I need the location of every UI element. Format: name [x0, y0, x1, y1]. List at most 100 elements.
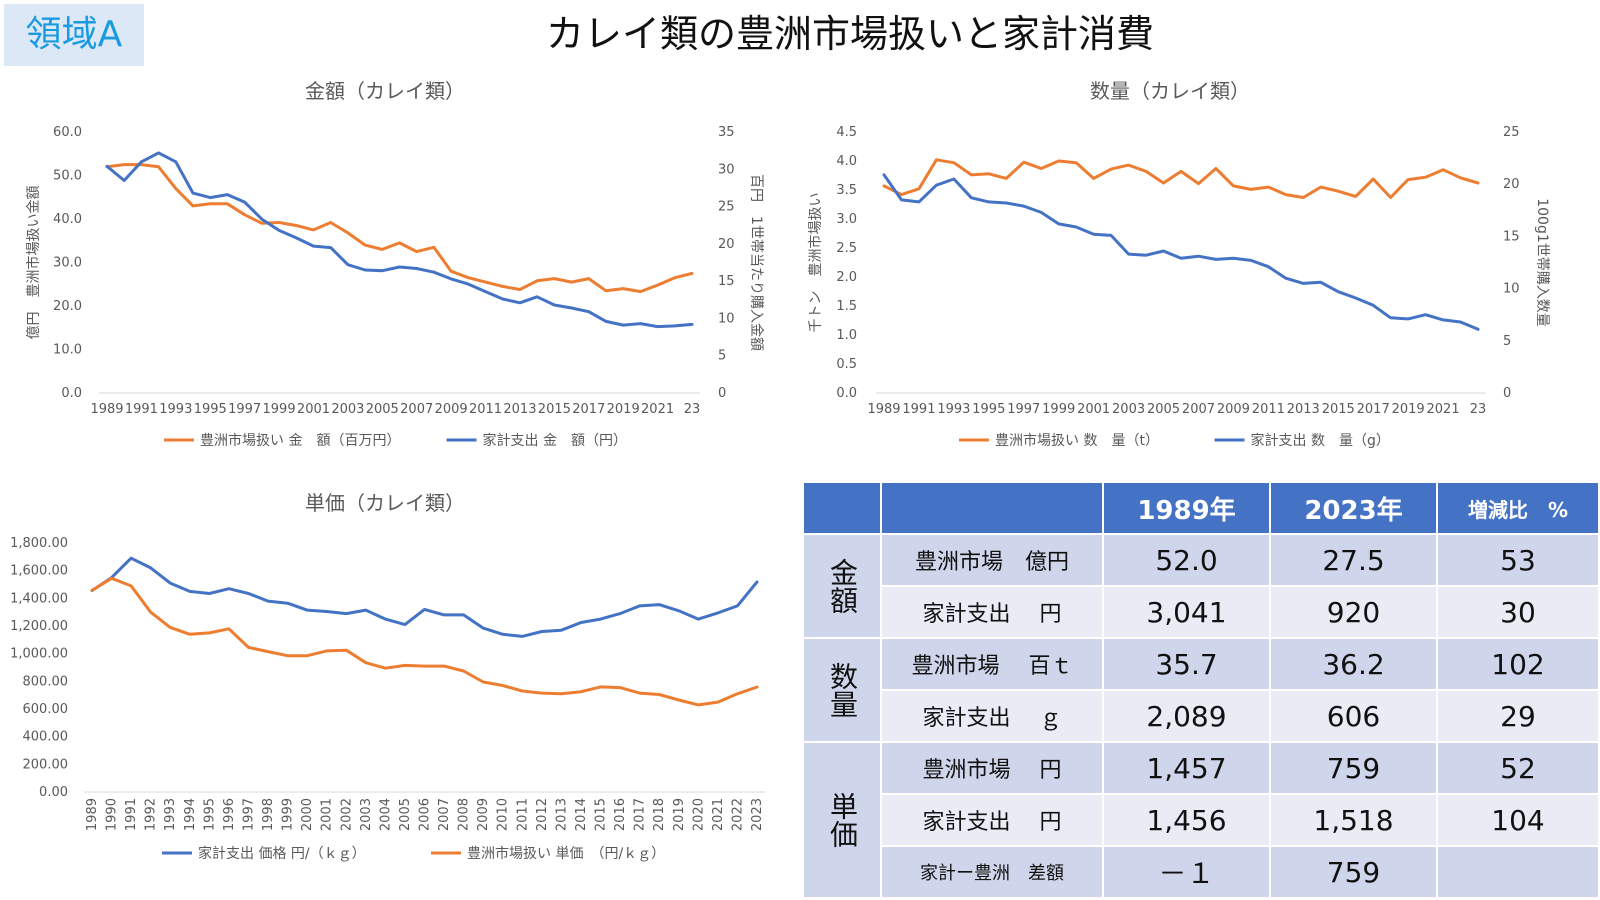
value-1989: －１ [1104, 847, 1269, 897]
x-tick-label: 2013 [554, 798, 569, 831]
y-tick-label-right: 10 [718, 311, 735, 326]
y-tick-label-left: 200.00 [23, 757, 69, 772]
x-tick-label: 2011 [469, 402, 502, 417]
y-tick-label-left: 1,000.00 [10, 647, 68, 662]
value-1989: 3,041 [1104, 587, 1269, 637]
table-row: 家計支出 円 3,041 920 30 [804, 587, 1598, 637]
y-tick-label-left: 2.5 [836, 241, 857, 256]
x-tick-label: 2014 [574, 798, 589, 831]
x-tick-label: 1999 [281, 798, 296, 831]
x-tick-label: 2021 [1427, 402, 1460, 417]
x-tick-label: 1994 [183, 798, 198, 831]
table-header-cell: 2023年 [1271, 483, 1436, 533]
x-tick-label: 2001 [320, 798, 335, 831]
group-label-volume: 数量 [804, 639, 880, 741]
y-tick-label-left: 3.5 [836, 183, 857, 198]
x-tick-label: 2006 [418, 798, 433, 831]
y-tick-label-right: 35 [718, 125, 735, 140]
x-tick-label: 1989 [90, 402, 123, 417]
table-header-cell [882, 483, 1102, 533]
y-tick-label-left: 10.0 [53, 343, 82, 358]
table-header-cell: 増減比 % [1438, 483, 1598, 533]
x-tick-label: 1989 [867, 402, 900, 417]
x-tick-label: 2008 [457, 798, 472, 831]
x-tick-label: 2001 [297, 402, 330, 417]
x-tick-label: 2003 [331, 402, 364, 417]
legend-label: 豊洲市場扱い 単価 （円/ｋｇ） [467, 845, 665, 862]
x-tick-label: 2015 [594, 798, 609, 831]
x-tick-label: 1990 [105, 798, 120, 831]
series-line [105, 151, 694, 329]
x-tick-label: 2012 [535, 798, 550, 831]
value-2023: 606 [1271, 691, 1436, 741]
x-tick-label: 2005 [398, 798, 413, 831]
y-tick-label-right: 5 [1503, 334, 1511, 349]
y-tick-label-right: 25 [718, 200, 735, 215]
group-label-amount: 金額 [804, 535, 880, 637]
unitprice-chart: 単価（カレイ類） 0.00 200.00 400.00 600.00 800.00 1,00… [10, 491, 765, 862]
row-label: 豊洲市場 円 [882, 743, 1102, 793]
chart-title: 単価（カレイ類） [305, 491, 465, 515]
value-ratio: 53 [1438, 535, 1598, 585]
y-tick-label-left: 800.00 [23, 674, 69, 689]
value-1989: 35.7 [1104, 639, 1269, 689]
x-tick-label: 2007 [1182, 402, 1215, 417]
y-tick-label-right: 5 [718, 349, 726, 364]
x-tick-label: 2019 [672, 798, 687, 831]
table-header-cell [804, 483, 880, 533]
y-tick-label-left: 40.0 [53, 212, 82, 227]
x-tick-label: 2013 [503, 402, 536, 417]
y-tick-label-right: 15 [718, 274, 735, 289]
series-line [105, 163, 694, 294]
y-tick-label-right: 10 [1503, 282, 1520, 297]
y-tick-label-left: 600.00 [23, 702, 69, 717]
x-tick-label: 1998 [261, 798, 276, 831]
table-row: 数量 豊洲市場 百ｔ 35.7 36.2 102 [804, 639, 1598, 741]
y-tick-label-right: 30 [718, 162, 735, 177]
x-tick-label: 2003 [359, 798, 374, 831]
x-tick-label: 2015 [538, 402, 571, 417]
y-axis-title-right: 100g1世帯購入数量 [1534, 198, 1550, 327]
x-tick-label: 2001 [1077, 402, 1110, 417]
x-tick-label: 2007 [400, 402, 433, 417]
x-tick-label: 2017 [572, 402, 605, 417]
x-tick-label: 2004 [378, 798, 393, 831]
chart-title: 金額（カレイ類） [305, 79, 465, 103]
y-tick-label-left: 2.0 [836, 270, 857, 285]
x-tick-label: 1993 [159, 402, 192, 417]
table-row: 家計支出 円 1,456 1,518 104 [804, 795, 1598, 845]
table-row: 家計ー豊洲 差額 －１ 759 [804, 847, 1598, 897]
series-line [90, 556, 759, 638]
legend-label: 豊洲市場扱い 数 量（t） [995, 432, 1159, 449]
amount-chart: 金額（カレイ類） 0.0 10.0 20.0 30.0 40.0 50.0 60.0 0 5 10 1… [25, 79, 764, 449]
y-tick-label-left: 4.0 [836, 154, 857, 169]
legend-label: 家計支出 金 額（円） [483, 432, 627, 449]
y-tick-label-left: 50.0 [53, 169, 82, 184]
x-tick-label: 2022 [730, 798, 745, 831]
x-tick-label: 2017 [633, 798, 648, 831]
y-tick-label-right: 0 [1503, 386, 1511, 401]
row-label: 家計支出 ｇ [882, 691, 1102, 741]
x-tick-label: 2019 [607, 402, 640, 417]
row-label: 豊洲市場 百ｔ [882, 639, 1102, 689]
x-tick-label: 23 [684, 402, 701, 417]
x-tick-label: 1993 [163, 798, 178, 831]
series-line [882, 173, 1480, 331]
y-tick-label-left: 4.5 [836, 125, 857, 140]
table-header-cell: 1989年 [1104, 483, 1269, 533]
area-badge: 領域A [4, 4, 144, 66]
y-tick-label-left: 1,800.00 [10, 536, 68, 551]
x-tick-label: 1997 [241, 798, 256, 831]
y-tick-label-right: 25 [1503, 125, 1520, 140]
value-ratio: 30 [1438, 587, 1598, 637]
x-tick-label: 2000 [300, 798, 315, 831]
x-tick-label: 2009 [435, 402, 468, 417]
row-label: 家計支出 円 [882, 587, 1102, 637]
x-tick-label: 2009 [1217, 402, 1250, 417]
x-tick-label: 1991 [124, 798, 139, 831]
value-2023: 920 [1271, 587, 1436, 637]
value-2023: 759 [1271, 743, 1436, 793]
x-tick-label: 2011 [1252, 402, 1285, 417]
y-tick-label-right: 15 [1503, 229, 1520, 244]
page-title: カレイ類の豊洲市場扱いと家計消費 [545, 12, 1154, 56]
